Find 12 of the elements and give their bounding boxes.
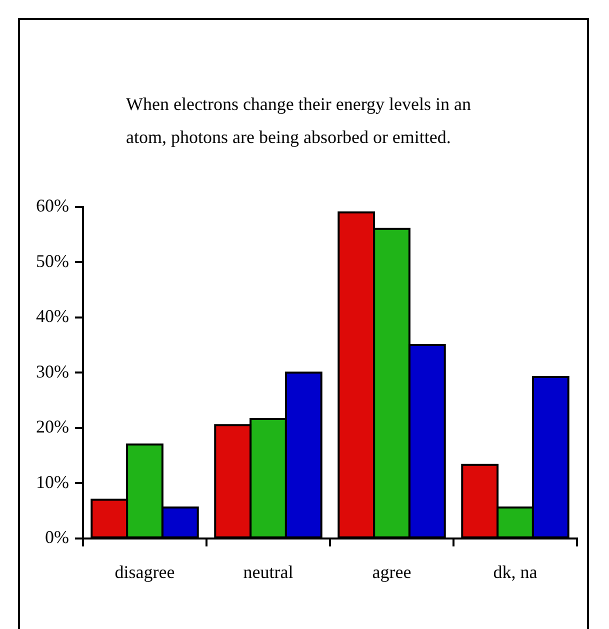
x-tick-label: disagree xyxy=(114,562,175,582)
x-tick-label: dk, na xyxy=(493,562,538,582)
x-tick-label: agree xyxy=(372,562,412,582)
y-tick-label: 0% xyxy=(44,527,69,548)
y-tick-label: 10% xyxy=(36,472,69,492)
y-tick-label: 20% xyxy=(36,416,69,437)
y-tick-label: 30% xyxy=(36,361,69,382)
y-tick-label: 60% xyxy=(36,196,69,216)
x-tick-label: neutral xyxy=(243,562,294,582)
y-tick-label: 40% xyxy=(36,306,69,326)
chart-title: When electrons change their energy levels in an atom, photons are being absorbed or emitted. xyxy=(126,93,472,149)
y-tick-label: 50% xyxy=(36,250,69,271)
